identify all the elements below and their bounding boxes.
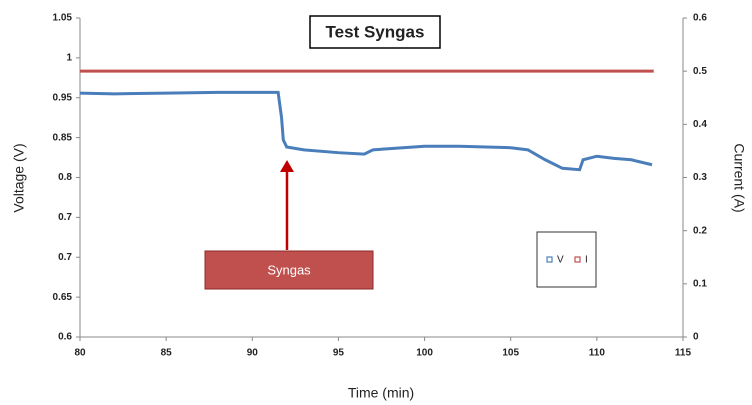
tick-label: 110	[589, 348, 606, 359]
tick-label: 0.95	[53, 92, 73, 103]
tick-label: 115	[675, 348, 692, 359]
tick-label: 0.5	[693, 66, 707, 77]
tick-label: 0.7	[58, 252, 72, 263]
tick-label: 80	[74, 348, 86, 359]
tick-label: 0.65	[53, 292, 73, 303]
tick-label: 0.6	[58, 332, 72, 343]
tick-label: 1.05	[53, 13, 73, 24]
x-axis-label: Time (min)	[348, 385, 414, 401]
chart-title: Test Syngas	[326, 22, 425, 41]
series-line	[79, 90, 653, 172]
tick-label: 0.8	[58, 172, 72, 183]
y-axis-label: Voltage (V)	[11, 143, 27, 212]
tick-label: 0.4	[693, 119, 707, 130]
tick-label: 0.6	[693, 13, 707, 24]
y2-axis-label: Current (A)	[731, 143, 747, 212]
legend-marker	[546, 256, 553, 263]
tick-label: 0	[693, 332, 699, 343]
legend-label: I	[585, 255, 588, 266]
tick-label: 105	[502, 348, 519, 359]
legend-marker	[574, 256, 581, 263]
tick-label: 95	[333, 348, 345, 359]
annotation-text: Syngas	[267, 262, 311, 277]
tick-label: 0.7	[58, 212, 72, 223]
tick-label: 100	[416, 348, 433, 359]
annotation-arrowhead	[280, 160, 294, 172]
tick-label: 0.3	[693, 172, 707, 183]
tick-label: 1	[66, 53, 72, 64]
tick-label: 0.1	[693, 278, 707, 289]
annotation-box	[204, 250, 374, 290]
legend-label: V	[557, 255, 564, 266]
tick-label: 85	[161, 348, 173, 359]
title-box	[309, 15, 441, 49]
tick-label: 90	[247, 348, 259, 359]
tick-label: 0.85	[53, 132, 73, 143]
tick-label: 0.2	[693, 225, 707, 236]
